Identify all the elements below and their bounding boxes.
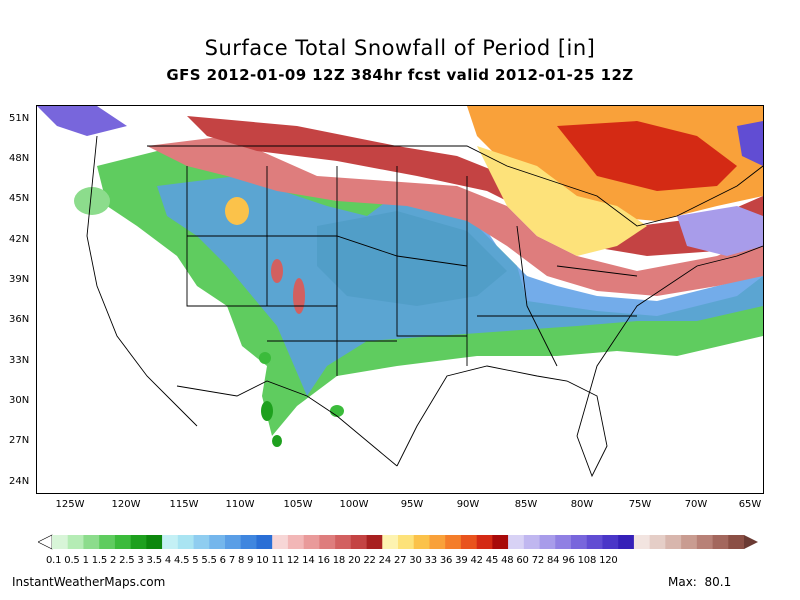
state-line xyxy=(516,225,558,367)
lon-label: 120W xyxy=(111,499,141,510)
colorbar-swatch xyxy=(382,535,399,549)
lon-label: 65W xyxy=(738,499,762,510)
colorbar-swatch xyxy=(209,535,226,549)
colorbar-swatch xyxy=(586,535,603,549)
lon-label: 125W xyxy=(55,499,85,510)
west-coast xyxy=(86,135,198,427)
lat-label: 42N xyxy=(9,234,30,245)
map-title: Surface Total Snowfall of Period [in] xyxy=(204,36,596,60)
colorbar-min-arrow xyxy=(38,534,53,550)
snowfall-map-graphic xyxy=(37,106,763,478)
colorbar-swatch xyxy=(618,535,635,549)
lon-label: 70W xyxy=(684,499,708,510)
colorbar-swatch xyxy=(649,535,666,549)
east-coast xyxy=(576,245,763,437)
lat-label: 24N xyxy=(9,476,30,487)
lat-label: 45N xyxy=(9,193,30,204)
map-subtitle: GFS 2012-01-09 12Z 384hr fcst valid 2012… xyxy=(166,66,634,84)
colorbar-swatch xyxy=(162,535,179,549)
snowfall-map xyxy=(36,105,764,494)
colorbar xyxy=(38,534,758,550)
lon-label: 95W xyxy=(400,499,424,510)
lat-label: 39N xyxy=(9,274,30,285)
colorbar-swatch xyxy=(287,535,304,549)
colorbar-swatch xyxy=(130,535,147,549)
site-credit: InstantWeatherMaps.com xyxy=(12,575,166,589)
lon-label: 105W xyxy=(283,499,313,510)
colorbar-swatch xyxy=(193,535,210,549)
lat-label: 27N xyxy=(9,435,30,446)
colorbar-swatch xyxy=(225,535,242,549)
colorbar-swatch xyxy=(665,535,682,549)
snow-region-pink xyxy=(147,136,763,296)
snow-region-purple xyxy=(677,206,763,256)
colorbar-swatch xyxy=(146,535,163,549)
colorbar-max-arrow xyxy=(744,535,758,549)
max-value: 80.1 xyxy=(704,575,732,589)
colorbar-swatch xyxy=(460,535,477,549)
colorbar-swatch xyxy=(476,535,493,549)
lon-label: 90W xyxy=(456,499,480,510)
colorbar-swatch xyxy=(508,535,525,549)
lon-label: 115W xyxy=(169,499,199,510)
colorbar-swatch xyxy=(555,535,572,549)
colorbar-swatch xyxy=(350,535,367,549)
colorbar-swatch xyxy=(366,535,383,549)
state-line xyxy=(556,265,638,277)
lon-label: 100W xyxy=(339,499,369,510)
colorbar-swatch xyxy=(602,535,619,549)
colorbar-swatch xyxy=(539,535,556,549)
snow-region-purple-nw xyxy=(37,106,127,136)
max-label: Max: xyxy=(668,575,697,589)
colorbar-swatch xyxy=(492,535,509,549)
colorbar-swatch xyxy=(681,535,698,549)
lat-label: 48N xyxy=(9,153,30,164)
state-line xyxy=(396,166,467,337)
colorbar-swatch xyxy=(52,535,69,549)
colorbar-labels: 0.1 0.5 1 1.5 2 2.5 3 3.5 4 4.5 5 5.5 6 … xyxy=(46,555,618,566)
colorbar-swatch xyxy=(319,535,336,549)
colorbar-swatch xyxy=(429,535,446,549)
colorbar-swatch xyxy=(445,535,462,549)
colorbar-swatch xyxy=(99,535,116,549)
colorbar-swatch xyxy=(523,535,540,549)
colorbar-swatch xyxy=(712,535,729,549)
gulf-coast xyxy=(396,365,608,478)
lon-label: 80W xyxy=(570,499,594,510)
lon-label: 75W xyxy=(628,499,652,510)
snow-region-deepred xyxy=(557,121,737,191)
colorbar-swatch xyxy=(240,535,257,549)
colorbar-swatch xyxy=(256,535,273,549)
snow-region-purple-ne xyxy=(737,121,763,166)
colorbar-swatch xyxy=(728,535,745,549)
colorbar-swatch xyxy=(633,535,650,549)
mexico-border xyxy=(176,380,398,467)
colorbar-swatch xyxy=(696,535,713,549)
colorbar-swatch xyxy=(67,535,84,549)
lon-label: 85W xyxy=(514,499,538,510)
state-line xyxy=(187,235,468,267)
colorbar-swatch xyxy=(571,535,588,549)
colorbar-swatch xyxy=(114,535,131,549)
lat-label: 51N xyxy=(9,113,30,124)
lat-label: 36N xyxy=(9,314,30,325)
colorbar-swatch xyxy=(335,535,352,549)
us-canada-border xyxy=(147,145,763,227)
lat-label: 30N xyxy=(9,395,30,406)
colorbar-swatch xyxy=(177,535,194,549)
snow-region-yellow xyxy=(477,146,647,256)
colorbar-swatch xyxy=(413,535,430,549)
colorbar-swatch xyxy=(398,535,415,549)
lat-label: 33N xyxy=(9,355,30,366)
colorbar-swatch xyxy=(303,535,320,549)
lon-label: 110W xyxy=(225,499,255,510)
colorbar-swatch xyxy=(272,535,289,549)
colorbar-swatch xyxy=(83,535,100,549)
max-readout: Max: 80.1 xyxy=(668,575,731,589)
state-line xyxy=(186,166,267,307)
